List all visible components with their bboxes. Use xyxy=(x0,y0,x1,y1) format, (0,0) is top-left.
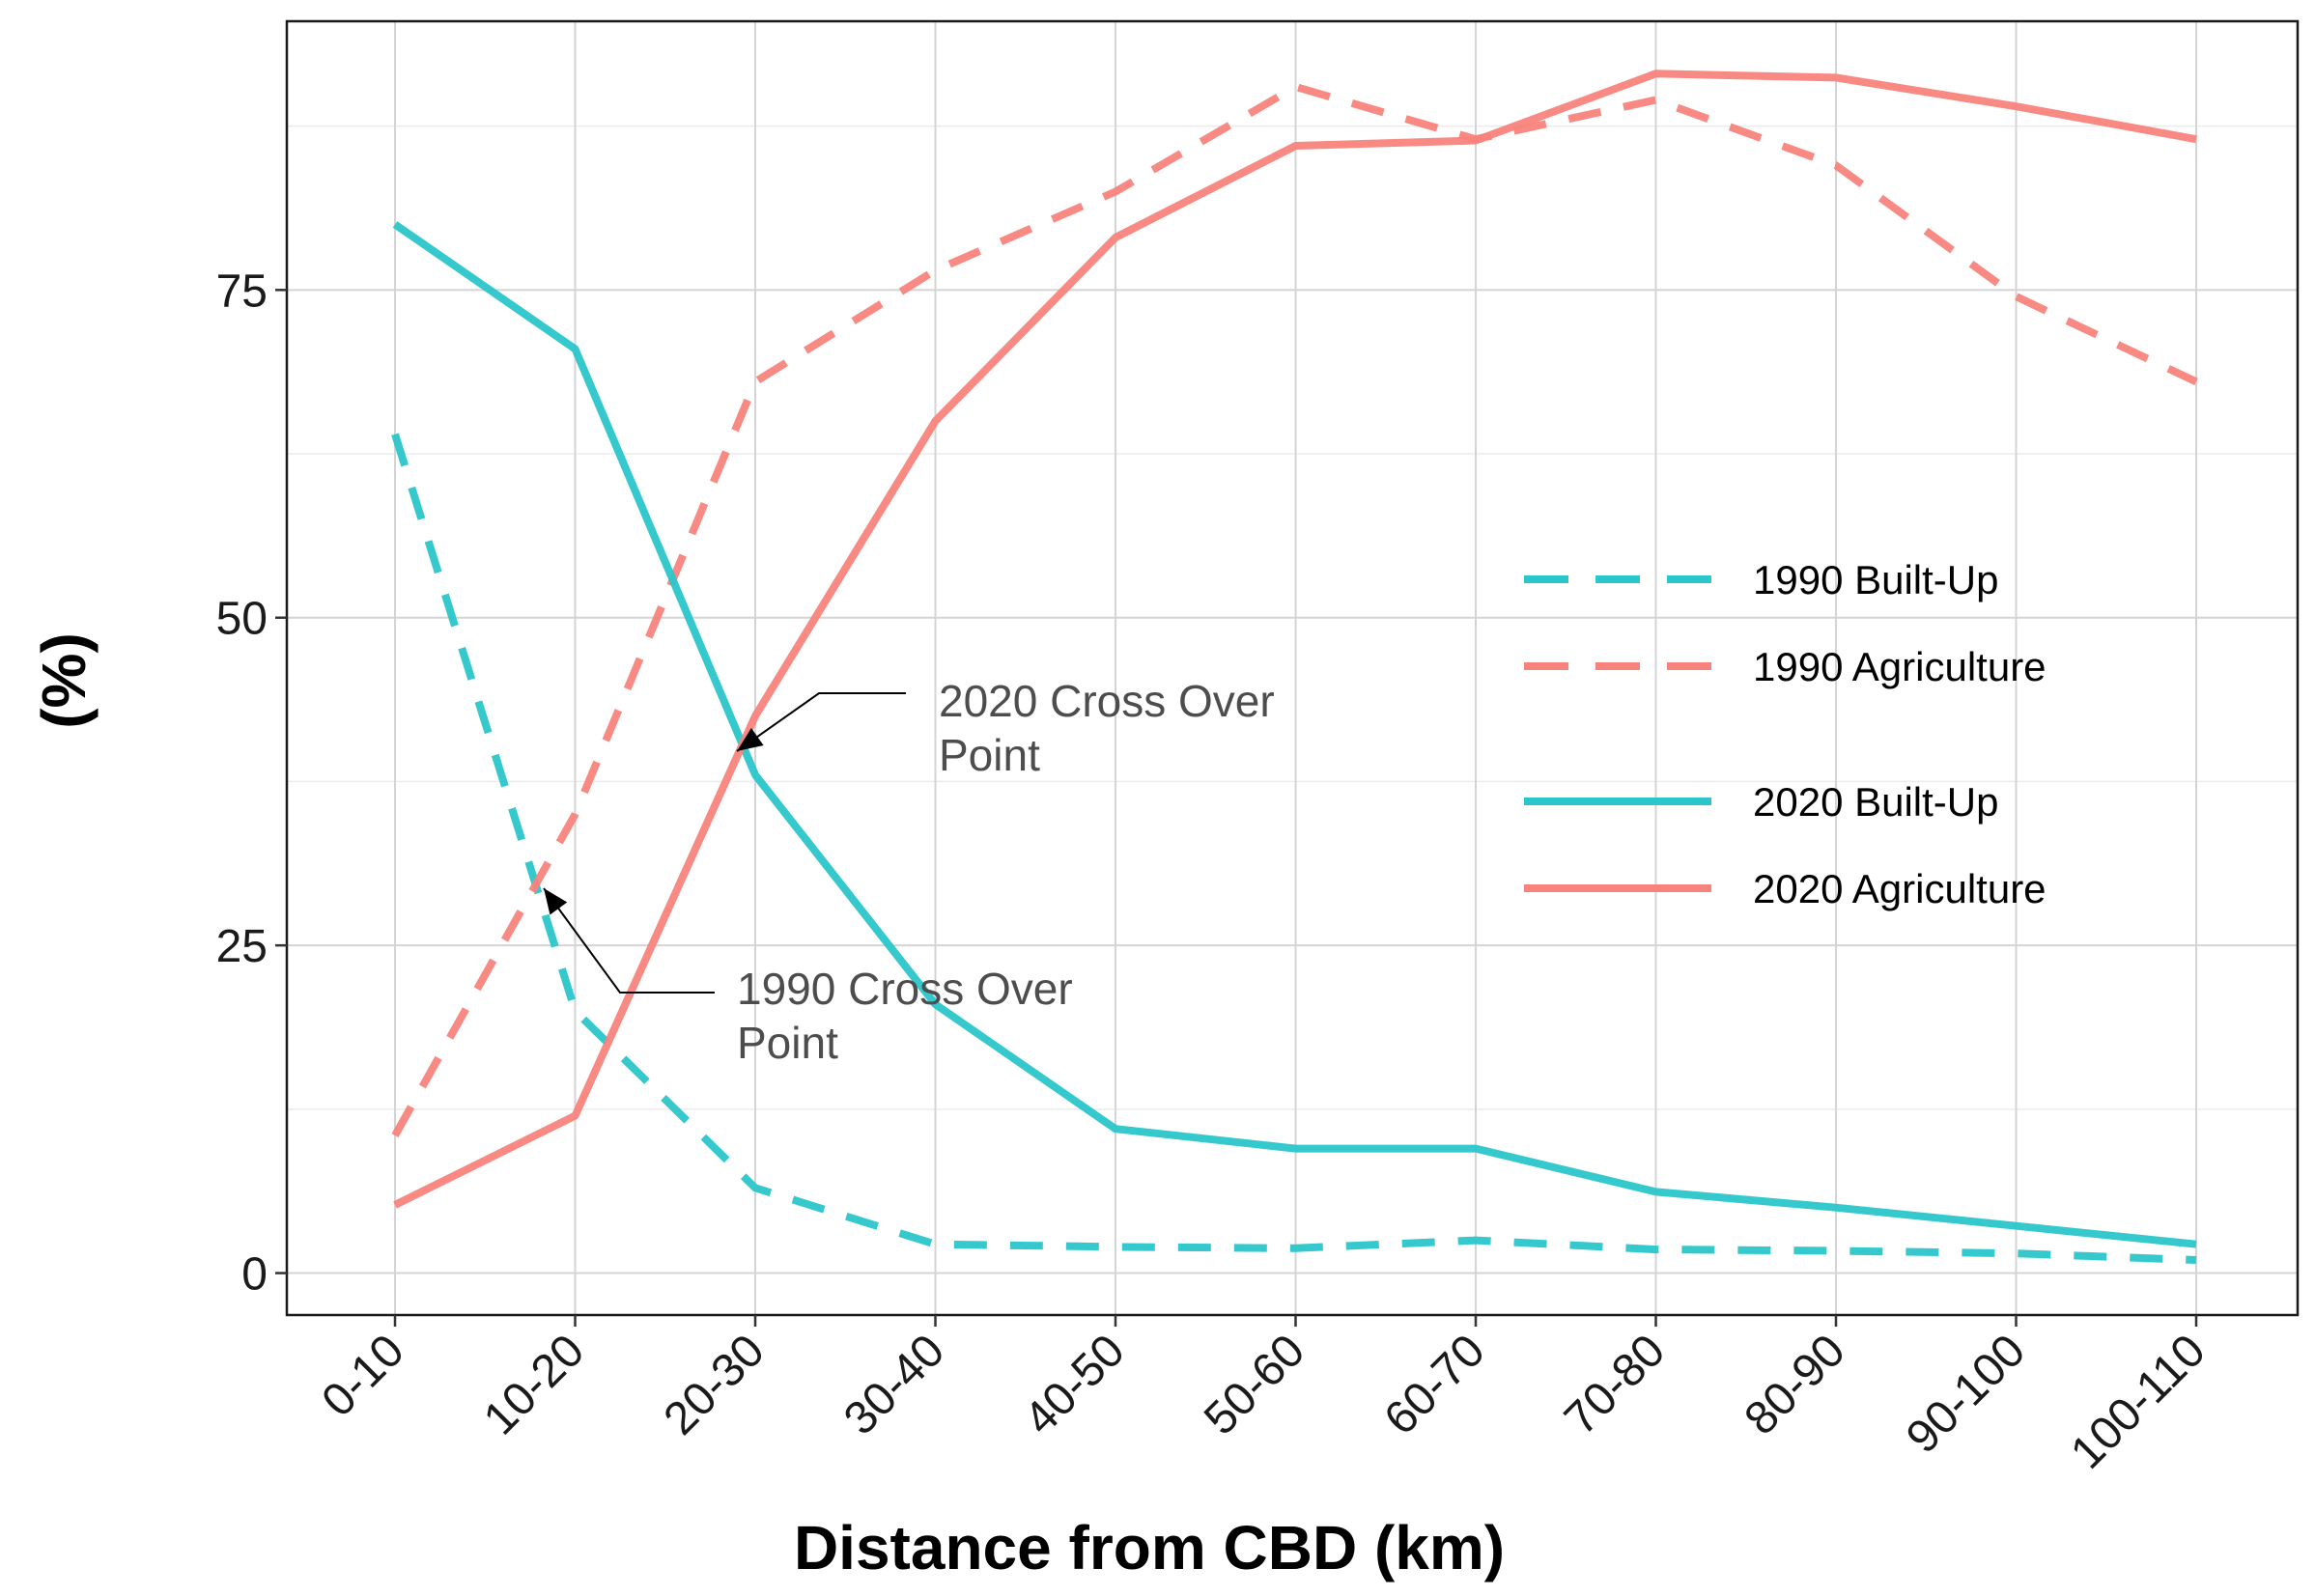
annotation-arrowhead xyxy=(737,728,764,751)
annotation-text: 2020 Cross Over xyxy=(939,676,1275,726)
series-line-1990-built-up xyxy=(391,433,2197,1264)
y-tick-label: 50 xyxy=(216,594,268,645)
series-lines xyxy=(391,70,2198,1264)
annotation-text: Point xyxy=(737,1018,838,1068)
annotation-text: 1990 Cross Over xyxy=(737,964,1073,1014)
legend-label: 2020 Built-Up xyxy=(1753,779,1998,825)
legend-label: 1990 Built-Up xyxy=(1753,557,1998,602)
y-tick-label: 75 xyxy=(216,266,268,317)
annotation-arrowhead xyxy=(544,888,568,915)
series-line-1990-agriculture xyxy=(391,82,2198,1137)
y-tick-label: 0 xyxy=(241,1249,268,1301)
legend-label: 1990 Agriculture xyxy=(1753,644,2047,689)
series-line-2020-agriculture xyxy=(393,70,2197,1209)
annotation-arrow-line xyxy=(736,692,906,752)
legend: 1990 Built-Up 1990 Agriculture 2020 Built-… xyxy=(1524,557,2047,911)
annotation-text: Point xyxy=(939,730,1040,780)
y-tick-label: 25 xyxy=(216,921,268,972)
legend-label: 2020 Agriculture xyxy=(1753,866,2047,911)
series-line-2020-built-up xyxy=(392,221,2197,1248)
y-axis-ticks: 0 25 50 75 xyxy=(216,266,287,1301)
y-axis-title: (%) xyxy=(29,632,99,729)
x-axis-title: Distance from CBD (km) xyxy=(794,1513,1505,1582)
plot-panel-border xyxy=(285,19,2300,1317)
annotation-arrow-line xyxy=(543,887,715,994)
